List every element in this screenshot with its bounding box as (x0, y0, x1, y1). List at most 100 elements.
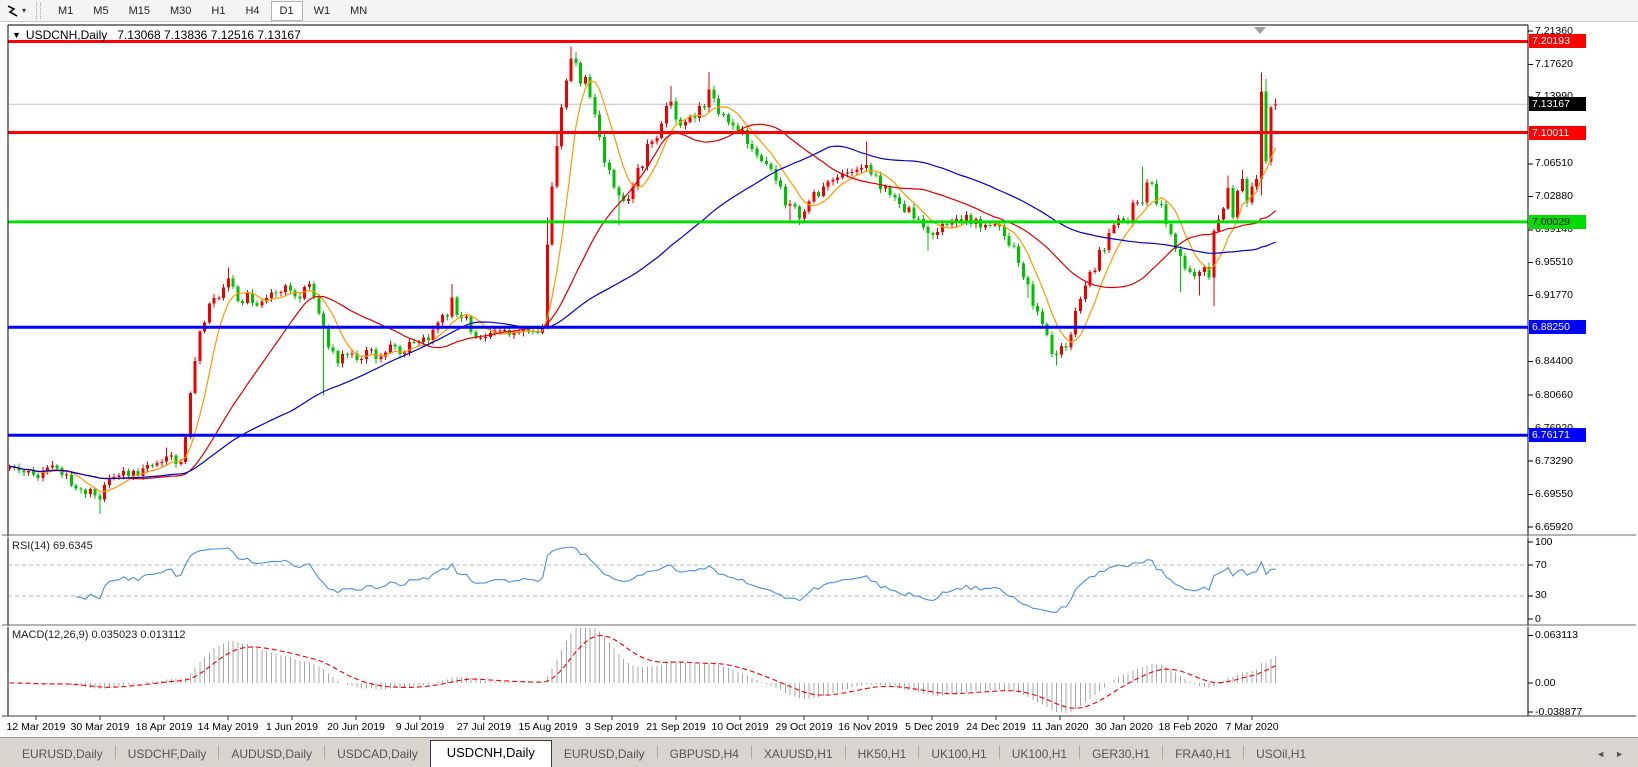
timeframe-buttons: M1 M5 M15 M30 H1 H4 D1 W1 MN (48, 0, 377, 21)
chart-tab[interactable]: GBPUSD,H4 (669, 747, 739, 761)
timeframe-button-D1[interactable]: D1 (270, 0, 303, 21)
tab-scroll-left-icon[interactable]: ◄ (1596, 749, 1606, 759)
candle-wicks-down (13, 52, 1267, 514)
timeframe-button-H1[interactable]: H1 (202, 1, 234, 21)
chart-tab[interactable]: USDCAD,Daily (337, 747, 418, 761)
candle-wicks-up (9, 46, 1277, 503)
rsi-axis-label: 30 (1535, 589, 1547, 602)
date-axis-label: 20 Jun 2019 (327, 721, 385, 733)
price-axis-label: 6.80660 (1535, 388, 1573, 401)
rsi-axis-label: 70 (1535, 558, 1547, 571)
date-axis-label: 12 Mar 2019 (6, 721, 66, 733)
chart-tab[interactable]: EURUSD,Daily (563, 747, 645, 761)
macd-signal-line (9, 634, 1276, 709)
date-axis-label: 7 Mar 2020 (1225, 721, 1279, 733)
chart-ohlc-values: 7.13068 7.13836 7.12516 7.13167 (117, 28, 301, 42)
cursor-tool-button[interactable]: ▾ (0, 1, 32, 21)
tab-separator (1162, 746, 1164, 759)
macd-axis-label: -0.038877 (1535, 705, 1583, 718)
chart-tab[interactable]: FRA40,H1 (1175, 747, 1232, 761)
rsi-axis-label: 0 (1535, 612, 1541, 625)
date-axis-label: 1 Jun 2019 (266, 721, 318, 733)
chart-tab[interactable]: USDCHF,Daily (127, 747, 207, 761)
macd-histogram (13, 628, 1277, 713)
date-axis-label: 30 Jan 2020 (1095, 721, 1153, 733)
date-axis-label: 29 Oct 2019 (775, 721, 833, 733)
timeframe-button-M5[interactable]: M5 (84, 1, 117, 21)
macd-pane (9, 628, 1277, 713)
chart-tab[interactable]: USOil,H1 (1256, 747, 1307, 761)
price-axis-label: 6.73290 (1535, 454, 1573, 467)
chart-tab[interactable]: USDCNH,Daily (429, 740, 552, 767)
timeframe-toolbar: ▾ M1 M5 M15 M30 H1 H4 D1 W1 MN (0, 0, 1638, 22)
macd-axis-label: 0.063113 (1535, 629, 1579, 642)
chart-tab[interactable]: EURUSD,Daily (22, 747, 103, 761)
date-axis-label: 3 Sep 2019 (585, 721, 639, 733)
rsi-indicator-label: RSI(14) 69.6345 (12, 540, 93, 552)
chart-tab[interactable]: UK100,H1 (931, 747, 987, 761)
price-level-badge: 6.76171 (1529, 428, 1586, 443)
candle-bodies-up (9, 58, 1278, 500)
date-axis-label: 21 Sep 2019 (646, 721, 706, 733)
date-axis-label: 27 Jul 2019 (456, 721, 512, 733)
price-axis-label: 6.65920 (1535, 520, 1573, 533)
price-axis-label: 6.91770 (1535, 289, 1573, 302)
price-axis-label: 7.17620 (1535, 57, 1573, 70)
timeframe-button-MN[interactable]: MN (341, 1, 376, 21)
tab-separator (1079, 746, 1081, 759)
date-axis-label: 10 Oct 2019 (711, 721, 769, 733)
cursor-lightning-icon (7, 4, 18, 17)
current-price-badge: 7.13167 (1529, 97, 1586, 112)
price-level-badge: 7.10011 (1529, 125, 1586, 140)
moving-average-slow (9, 145, 1276, 480)
timeframe-button-M30[interactable]: M30 (161, 1, 200, 21)
chart-tab[interactable]: HK50,H1 (857, 747, 907, 761)
price-level-badge: 7.20193 (1529, 34, 1586, 49)
main-price-pane (9, 46, 1527, 514)
tab-separator (218, 746, 220, 759)
axis-ticks (35, 30, 1533, 720)
chevron-down-icon: ▾ (22, 6, 27, 15)
rsi-pane (9, 546, 1527, 613)
tab-separator (998, 746, 1000, 759)
chart-tab[interactable]: UK100,H1 (1011, 747, 1068, 761)
chart-tab[interactable]: XAUUSD,H1 (763, 747, 833, 761)
date-axis-label: 15 Aug 2019 (518, 721, 578, 733)
date-axis-label: 18 Apr 2019 (135, 721, 193, 733)
tab-scroll-right-icon[interactable]: ► (1615, 749, 1624, 759)
timeframe-button-W1[interactable]: W1 (305, 1, 340, 21)
chart-title: ▼ USDCNH,Daily 7.13068 7.13836 7.12516 7.1… (12, 28, 301, 42)
price-axis-label: 6.69550 (1535, 488, 1573, 501)
chart-window: ▼ USDCNH,Daily 7.13068 7.13836 7.12516 7.1… (0, 22, 1638, 737)
symbol-dropdown-icon[interactable]: ▼ (12, 30, 21, 40)
date-axis-label: 9 Jul 2019 (395, 721, 445, 733)
tab-separator (1243, 746, 1245, 759)
chart-shift-marker[interactable] (1254, 27, 1266, 34)
price-axis-label: 6.84400 (1535, 355, 1573, 368)
moving-average-medium (9, 123, 1277, 480)
price-axis-label: 7.02880 (1535, 189, 1573, 202)
tab-separator (750, 746, 752, 759)
chart-tab-bar: EURUSD,Daily USDCHF,Daily AUDUSD,Daily USDC… (0, 737, 1638, 767)
tab-separator (114, 746, 116, 759)
tab-separator (844, 746, 846, 759)
chart-tab[interactable]: GER30,H1 (1092, 747, 1151, 761)
macd-axis-label: 0.00 (1535, 676, 1556, 689)
date-axis-label: 16 Nov 2019 (838, 721, 898, 733)
tab-separator (918, 746, 920, 759)
date-axis-label: 14 May 2019 (197, 721, 259, 733)
timeframe-button-H4[interactable]: H4 (236, 1, 268, 21)
chart-tab[interactable]: AUDUSD,Daily (231, 747, 313, 761)
price-axis-label: 7.06510 (1535, 157, 1573, 170)
tab-scroll-arrows: ◄ ► (1596, 749, 1638, 767)
rsi-line (76, 546, 1276, 613)
timeframe-button-M1[interactable]: M1 (49, 1, 82, 21)
date-axis-label: 11 Jan 2020 (1031, 721, 1089, 733)
price-level-badge: 6.88250 (1529, 320, 1586, 335)
timeframe-button-M15[interactable]: M15 (120, 1, 159, 21)
toolbar-grip[interactable] (36, 2, 42, 19)
price-axis-label: 6.95510 (1535, 255, 1573, 268)
date-axis-label: 5 Dec 2019 (905, 721, 959, 733)
